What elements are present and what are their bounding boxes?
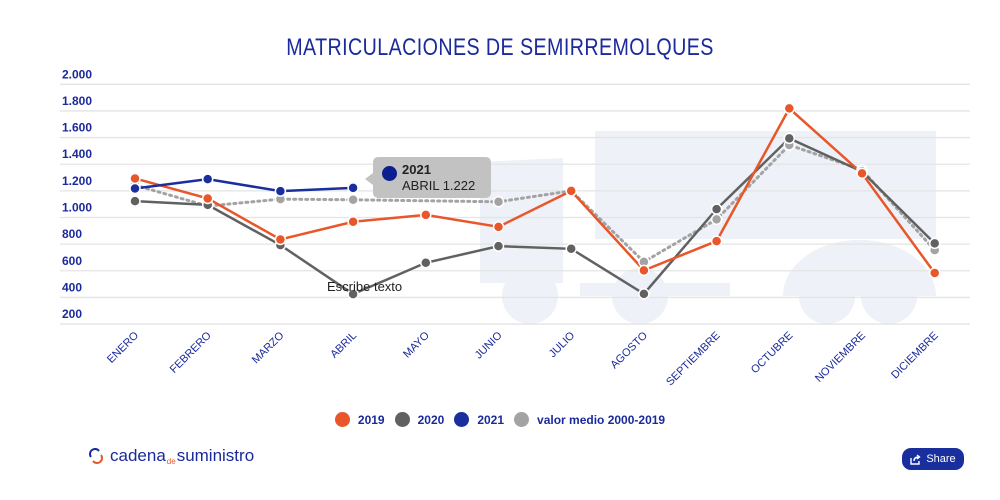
share-label: Share <box>926 453 956 465</box>
legend-item[interactable]: 2021 <box>454 412 504 427</box>
data-point[interactable] <box>274 233 287 246</box>
data-point[interactable] <box>638 264 650 277</box>
legend-item[interactable]: 2020 <box>394 412 445 427</box>
logo-text-end: suministro <box>176 446 255 465</box>
data-point[interactable] <box>928 237 941 250</box>
data-point[interactable] <box>638 288 650 300</box>
share-icon <box>910 453 921 465</box>
x-tick-label: MAYO <box>401 329 432 360</box>
x-tick-label: JULIO <box>547 329 578 360</box>
data-point[interactable] <box>201 192 214 205</box>
legend: 2019 2020 2021 valor medio 2000-2019 <box>0 412 1000 427</box>
legend-label: valor medio 2000-2019 <box>537 412 666 427</box>
x-tick-label: ABRIL <box>328 330 359 361</box>
data-point[interactable] <box>492 240 505 252</box>
tooltip-series: 2021 <box>402 162 431 177</box>
data-point[interactable] <box>347 288 359 300</box>
y-tick-label: 1.000 <box>62 201 92 215</box>
truck-background-illustration <box>480 131 936 324</box>
logo-text-small: de <box>166 457 176 466</box>
data-point[interactable] <box>783 132 796 145</box>
legend-dot-icon <box>454 412 470 427</box>
y-tick-label: 1.400 <box>62 147 92 161</box>
x-tick-label: JUNIO <box>473 329 505 361</box>
logo-text: cadena <box>110 446 166 465</box>
data-point[interactable] <box>347 216 359 228</box>
data-point[interactable] <box>928 267 941 279</box>
y-tick-label: 1.800 <box>62 94 92 108</box>
series-line-2020 <box>133 136 936 296</box>
share-button[interactable]: Share <box>902 448 964 470</box>
truck-wheel <box>799 268 855 324</box>
data-point[interactable] <box>347 182 359 194</box>
legend-dot-icon <box>394 412 410 427</box>
data-point[interactable] <box>129 182 141 195</box>
data-point[interactable] <box>565 185 577 197</box>
tooltip-value: ABRIL 1.222 <box>402 178 476 193</box>
data-point[interactable] <box>856 167 868 180</box>
legend-item[interactable]: valor medio 2000-2019 <box>514 412 665 427</box>
data-point[interactable] <box>129 195 141 207</box>
data-point[interactable] <box>783 102 796 115</box>
series-line-2019 <box>133 106 936 275</box>
x-tick-label: DICIEMBRE <box>889 330 941 382</box>
data-point[interactable] <box>129 172 141 185</box>
chart-title: MATRICULACIONES DE SEMIRREMOLQUES <box>286 34 714 61</box>
y-tick-label: 200 <box>62 307 82 321</box>
y-tick-label: 800 <box>62 227 82 241</box>
legend-label: 2019 <box>357 412 385 427</box>
x-tick-label: ENERO <box>105 329 141 365</box>
legend-item[interactable]: 2019 <box>334 412 385 427</box>
x-tick-label: OCTUBRE <box>749 330 796 377</box>
truck-trailer <box>595 131 936 239</box>
data-point[interactable] <box>347 194 359 206</box>
logo: cadenadesuministro <box>88 446 254 466</box>
y-tick-label: 600 <box>62 254 82 268</box>
logo-icon <box>89 448 103 464</box>
data-point[interactable] <box>710 213 723 226</box>
x-tick-label: MARZO <box>250 329 287 366</box>
tooltip: 2021 ABRIL 1.222 <box>365 157 491 198</box>
line-chart: 2.000 1.800 1.600 1.400 1.200 1.000 800 600 400 2… <box>60 67 970 389</box>
legend-label: 2021 <box>477 412 505 427</box>
x-tick-label: NOVIEMBRE <box>813 330 868 385</box>
data-point[interactable] <box>492 196 505 208</box>
data-point[interactable] <box>492 221 505 233</box>
chart-annotation[interactable]: Escribe texto <box>327 279 403 294</box>
y-tick-label: 1.600 <box>62 121 92 135</box>
data-point[interactable] <box>420 257 432 269</box>
data-point[interactable] <box>420 209 432 221</box>
data-point[interactable] <box>710 235 723 247</box>
y-tick-label: 2.000 <box>62 67 92 81</box>
data-point[interactable] <box>274 185 287 197</box>
data-point[interactable] <box>201 173 214 185</box>
tooltip-series-dot <box>382 166 397 181</box>
legend-dot-icon <box>334 412 350 427</box>
y-tick-label: 1.200 <box>62 174 92 188</box>
x-tick-label: AGOSTO <box>608 329 650 371</box>
legend-dot-icon <box>514 412 530 427</box>
x-tick-label: FEBRERO <box>168 329 214 375</box>
data-point[interactable] <box>565 243 577 255</box>
y-tick-label: 400 <box>62 280 82 294</box>
x-tick-label: SEPTIEMBRE <box>664 330 723 389</box>
legend-label: 2020 <box>417 412 445 427</box>
data-point[interactable] <box>710 203 723 215</box>
truck-cab <box>480 158 563 283</box>
truck-wheel <box>502 268 558 324</box>
truck-wheel <box>861 268 917 324</box>
series-line-2021 <box>133 177 355 193</box>
